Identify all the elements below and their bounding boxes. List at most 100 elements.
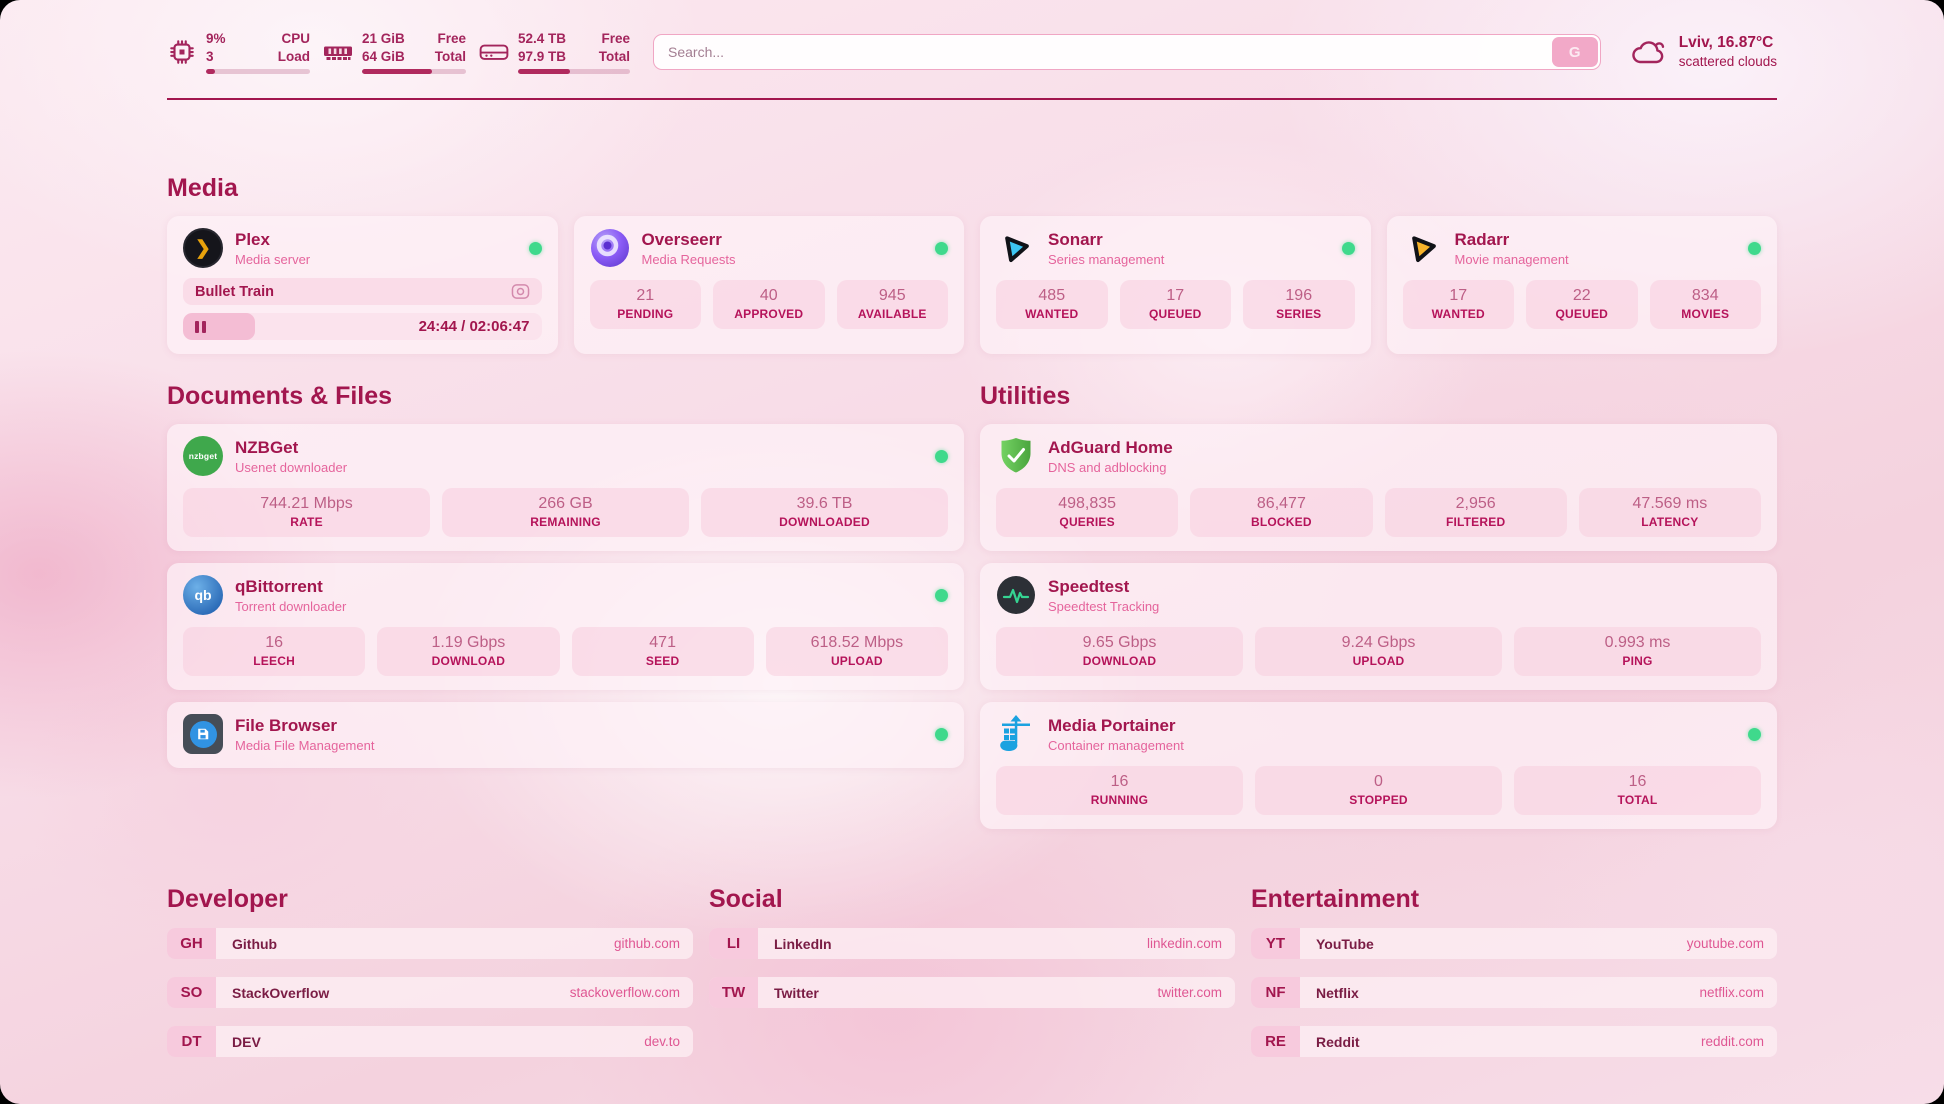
stat-value: 9.65 Gbps [1082,634,1157,652]
stat-label: PENDING [617,307,674,322]
hard-drive-icon [479,41,509,63]
stat-label: TOTAL [1617,793,1658,808]
disk-label-2: Total [598,48,630,64]
app-card-radarr[interactable]: Radarr Movie management 17 WANTED 22 QUE… [1386,216,1777,355]
bookmark-twitter[interactable]: TW Twitter twitter.com [709,977,1235,1009]
stat-pill: 2,956 FILTERED [1384,488,1567,538]
status-dot [935,449,948,463]
disk-values: 52.4 TB 97.9 TB [518,30,566,65]
bookmarks-developer: Developer GH Github github.com SO StackO… [167,885,693,1058]
app-name: Radarr [1454,229,1510,249]
app-card-plex[interactable]: ❯ Plex Media server Bullet Train [167,216,558,355]
stat-pill: 47.569 ms LATENCY [1578,488,1761,538]
stat-label: REMAINING [530,515,601,530]
stat-pill: 9.24 Gbps UPLOAD [1255,627,1502,677]
app-description: Torrent downloader [235,598,347,614]
app-card-filebrowser[interactable]: File Browser Media File Management [167,702,964,769]
stat-label: RATE [290,515,323,530]
stat-pill: 618.52 Mbps UPLOAD [765,627,948,677]
app-card-speedtest[interactable]: Speedtest Speedtest Tracking 9.65 Gbps D… [980,563,1777,691]
app-description: Usenet downloader [235,459,348,475]
app-description: Movie management [1454,251,1569,267]
cpu-label-1: CPU [281,31,310,46]
bookmark-badge: LI [709,928,758,960]
stat-label: APPROVED [734,307,804,322]
memory-values: 21 GiB 64 GiB [362,30,405,65]
disk-stat-widget: 52.4 TB 97.9 TB Free Total [479,30,630,75]
section-title-utilities: Utilities [980,382,1071,411]
stat-label: SEED [645,654,680,669]
app-card-nzbget[interactable]: nzbget NZBGet Usenet downloader 744.21 M… [167,424,964,552]
cpu-label-2: Load [277,48,310,64]
app-card-qbittorrent[interactable]: qb qBittorrent Torrent downloader 16 LEE… [167,563,964,691]
bookmark-github[interactable]: GH Github github.com [167,928,693,960]
stat-value: 47.569 ms [1632,495,1708,513]
stat-value: 196 [1285,287,1313,305]
weather-condition: scattered clouds [1678,54,1777,70]
bookmark-linkedin[interactable]: LI LinkedIn linkedin.com [709,928,1235,960]
bookmark-url: youtube.com [1686,936,1764,952]
bookmark-netflix[interactable]: NF Netflix netflix.com [1251,977,1777,1009]
bookmark-reddit[interactable]: RE Reddit reddit.com [1251,1026,1777,1058]
app-name: AdGuard Home [1048,437,1173,457]
app-name: Plex [235,229,270,249]
stat-label: UPLOAD [1352,654,1405,669]
stat-pill: 196 SERIES [1243,280,1355,330]
stat-pill: 1.19 Gbps DOWNLOAD [377,627,560,677]
stat-pill: 0 STOPPED [1255,766,1502,816]
radarr-icon [1403,228,1443,268]
media-type-icon [511,283,530,300]
bookmark-stackoverflow[interactable]: SO StackOverflow stackoverflow.com [167,977,693,1009]
weather-widget[interactable]: Lviv, 16.87°C scattered clouds [1629,33,1777,71]
cloud-icon [1629,37,1667,67]
stat-value: 22 [1572,287,1591,305]
stat-value: 17 [1449,287,1468,305]
stat-pill: 744.21 Mbps RATE [183,488,430,538]
stat-value: 744.21 Mbps [260,495,353,513]
stat-label: DOWNLOADED [779,515,870,530]
stat-value: 471 [649,634,676,652]
memory-labels: Free Total [435,30,466,65]
bookmark-name: Twitter [774,984,819,1001]
disk-total: 97.9 TB [518,48,567,64]
app-card-portainer[interactable]: Media Portainer Container management 16 … [980,702,1777,830]
stat-pill: 40 APPROVED [713,280,825,330]
bookmark-url: linkedin.com [1146,936,1222,952]
documents-column: Documents & Files nzbget NZBGet Usenet d… [167,354,964,769]
stat-label: WANTED [1025,307,1079,322]
disk-label-1: Free [601,31,630,46]
bookmark-name: Netflix [1316,984,1359,1001]
app-card-sonarr[interactable]: Sonarr Series management 485 WANTED 17 Q… [980,216,1371,355]
app-name: qBittorrent [235,576,323,596]
search-input[interactable] [653,34,1601,71]
stat-pill: 266 GB REMAINING [442,488,689,538]
stat-label: UPLOAD [830,654,883,669]
memory-free: 21 GiB [362,31,405,46]
status-dot [1748,241,1761,255]
app-name: NZBGet [235,437,299,457]
app-card-overseerr[interactable]: Overseerr Media Requests 21 PENDING 40 A… [573,216,964,355]
stat-label: MOVIES [1681,307,1730,322]
bookmark-badge: YT [1251,928,1300,960]
stat-label: LATENCY [1641,515,1699,530]
stat-value: 0 [1374,773,1383,791]
middle-columns: Documents & Files nzbget NZBGet Usenet d… [167,354,1777,830]
app-name: Overseerr [641,229,722,249]
stat-pill: 471 SEED [571,627,754,677]
weather-location: Lviv, 16.87°C [1678,34,1774,52]
cpu-chip-icon [167,37,197,67]
search-engine-button[interactable]: G [1551,37,1598,68]
filebrowser-icon [183,714,223,755]
bookmark-dev[interactable]: DT DEV dev.to [167,1026,693,1058]
bookmark-youtube[interactable]: YT YouTube youtube.com [1251,928,1777,960]
stat-pill: 945 AVAILABLE [836,280,948,330]
app-description: Speedtest Tracking [1048,598,1160,614]
now-playing-row: Bullet Train [183,278,542,306]
status-dot [1341,241,1355,255]
app-card-adguard[interactable]: AdGuard Home DNS and adblocking 498,835 … [980,424,1777,552]
playback-progress-bar: 24:44 / 02:06:47 [183,313,542,341]
stat-value: 1.19 Gbps [431,634,506,652]
app-name: Sonarr [1048,229,1103,249]
disk-free: 52.4 TB [518,31,567,46]
